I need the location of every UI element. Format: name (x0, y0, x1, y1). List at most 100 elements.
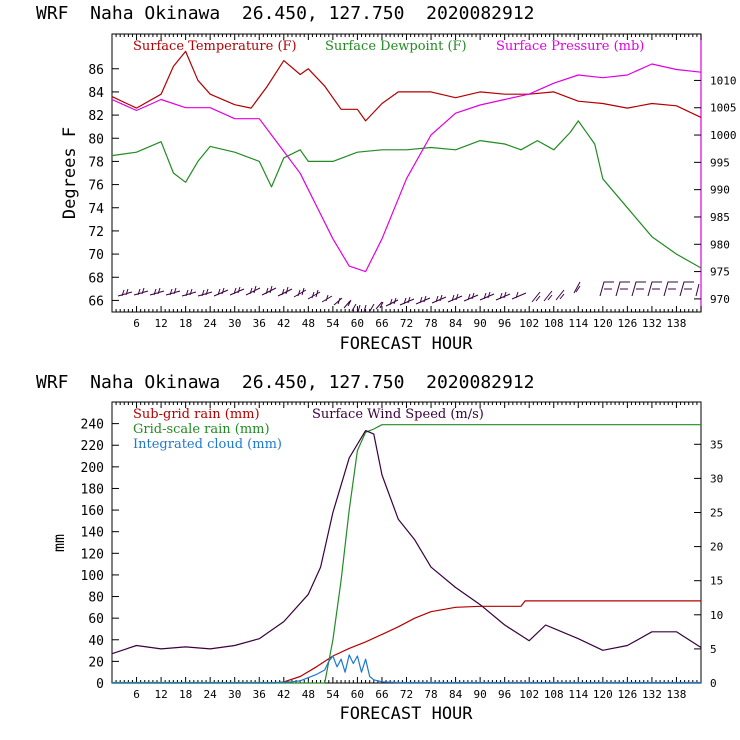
temperature-x-tick-label: 84 (449, 317, 463, 330)
precipitation-y-label: mm (50, 534, 68, 552)
surface-pressure-line (111, 63, 702, 273)
precipitation-x-tick-label: 114 (568, 688, 588, 701)
pressure-right-ticks: 970 975 980 985 990 995 1000 1005 1010 (694, 74, 737, 306)
temperature-x-tick-label: 24 (204, 317, 218, 330)
temperature-x-tick-label: 60 (351, 317, 364, 330)
temperature-y-tick-label: 86 (88, 63, 104, 78)
temperature-legend: Surface Temperature (F) Surface Dewpoint… (133, 39, 644, 54)
precipitation-x-tick-label: 96 (498, 688, 511, 701)
surface-wind-speed-line (111, 430, 702, 655)
precipitation-y-tick-label: 40 (88, 634, 104, 649)
precipitation-y-tick-label: 140 (81, 526, 104, 541)
temperature-x-tick-label: 42 (277, 317, 290, 330)
wind-speed-tick-label: 25 (710, 506, 723, 519)
precipitation-y-tick-label: 60 (88, 612, 104, 627)
precipitation-x-tick-label: 66 (375, 688, 388, 701)
temperature-x-tick-label: 126 (617, 317, 637, 330)
temperature-x-tick-label: 18 (179, 317, 192, 330)
temperature-panel: WRF Naha Okinawa 26.450, 127.750 2020082… (36, 3, 737, 354)
temperature-x-ticks: 6 12 18 24 30 36 42 48 54 60 66 72 78 84 90 96 102 108 114… (111, 34, 702, 330)
temperature-x-tick-label: 96 (498, 317, 511, 330)
wind-speed-tick-label: 5 (710, 643, 717, 656)
precipitation-x-tick-label: 72 (400, 688, 413, 701)
precipitation-x-label: FORECAST HOUR (339, 704, 473, 724)
temperature-x-tick-label: 48 (302, 317, 315, 330)
precipitation-panel: WRF Naha Okinawa 26.450, 127.750 2020082… (36, 372, 723, 724)
precipitation-x-tick-label: 120 (593, 688, 613, 701)
temperature-x-tick-label: 6 (133, 317, 140, 330)
temperature-y-tick-label: 78 (88, 155, 104, 170)
precipitation-x-tick-label: 30 (228, 688, 241, 701)
temperature-x-tick-label: 132 (642, 317, 662, 330)
temperature-y-tick-label: 68 (88, 271, 104, 286)
precipitation-x-tick-label: 126 (617, 688, 637, 701)
temperature-y-tick-label: 80 (88, 132, 104, 147)
legend-surface-temperature: Surface Temperature (F) (133, 39, 297, 54)
temperature-y-tick-label: 66 (88, 294, 104, 309)
precipitation-y-tick-label: 240 (81, 418, 104, 433)
precipitation-x-tick-label: 18 (179, 688, 192, 701)
precipitation-x-tick-label: 138 (667, 688, 687, 701)
wind-speed-tick-label: 35 (710, 438, 723, 451)
wind-speed-tick-label: 10 (710, 609, 723, 622)
temperature-x-tick-label: 66 (375, 317, 388, 330)
wind-speed-tick-label: 30 (710, 472, 723, 485)
precipitation-y-tick-label: 180 (81, 482, 104, 497)
pressure-tick-label: 1010 (710, 74, 737, 87)
pressure-tick-label: 1000 (710, 129, 737, 142)
precipitation-x-ticks: 6 12 18 24 30 36 42 48 54 60 66 72 78 84 90 96 102 108 114… (111, 402, 702, 701)
precipitation-legend: Sub-grid rain (mm) Grid-scale rain (mm) … (133, 407, 484, 452)
sub-grid-rain-line (112, 600, 701, 684)
wind-speed-tick-label: 20 (710, 541, 723, 554)
temperature-left-ticks: 66 68 70 72 74 76 78 80 82 84 86 (88, 63, 119, 309)
precipitation-x-tick-label: 60 (351, 688, 364, 701)
temperature-y-tick-label: 82 (88, 109, 104, 124)
precipitation-y-tick-label: 220 (81, 439, 104, 454)
pressure-tick-label: 970 (710, 293, 730, 306)
temperature-x-tick-label: 138 (667, 317, 687, 330)
precipitation-y-tick-label: 200 (81, 461, 104, 476)
precipitation-x-tick-label: 102 (519, 688, 539, 701)
temperature-y-tick-label: 76 (88, 179, 104, 194)
integrated-cloud-line (112, 654, 701, 684)
pressure-tick-label: 975 (710, 266, 730, 279)
legend-surface-dewpoint: Surface Dewpoint (F) (325, 39, 467, 54)
surface-dewpoint-line (111, 120, 702, 269)
temperature-x-tick-label: 120 (593, 317, 613, 330)
pressure-tick-label: 995 (710, 156, 730, 169)
temperature-y-tick-label: 74 (88, 202, 104, 217)
legend-integrated-cloud: Integrated cloud (mm) (133, 437, 282, 452)
precipitation-x-tick-label: 48 (302, 688, 315, 701)
wind-barbs (117, 281, 700, 313)
temperature-x-tick-label: 12 (154, 317, 167, 330)
legend-surface-wind-speed: Surface Wind Speed (m/s) (312, 407, 484, 422)
precipitation-x-tick-label: 24 (204, 688, 218, 701)
temperature-y-label: Degrees F (60, 127, 80, 219)
precipitation-y-tick-label: 20 (88, 655, 104, 670)
surface-temperature-line (111, 50, 702, 122)
precipitation-y-tick-label: 80 (88, 591, 104, 606)
temperature-plot-frame (111, 33, 702, 313)
temperature-y-tick-label: 72 (88, 225, 104, 240)
temperature-y-tick-label: 84 (88, 86, 104, 101)
precipitation-panel-header: WRF Naha Okinawa 26.450, 127.750 2020082… (36, 372, 535, 393)
temperature-x-label: FORECAST HOUR (339, 334, 473, 354)
pressure-tick-label: 985 (710, 211, 730, 224)
temperature-x-tick-label: 114 (568, 317, 588, 330)
precipitation-y-tick-label: 120 (81, 547, 104, 562)
temperature-x-tick-label: 102 (519, 317, 539, 330)
legend-surface-pressure: Surface Pressure (mb) (496, 39, 644, 54)
temperature-series-group (111, 50, 702, 273)
legend-subgrid-rain: Sub-grid rain (mm) (133, 407, 260, 422)
precipitation-x-tick-label: 36 (253, 688, 266, 701)
temperature-x-tick-label: 72 (400, 317, 413, 330)
temperature-x-tick-label: 30 (228, 317, 241, 330)
wind-speed-tick-label: 15 (710, 575, 723, 588)
temperature-panel-header: WRF Naha Okinawa 26.450, 127.750 2020082… (36, 3, 535, 24)
precipitation-x-tick-label: 54 (326, 688, 340, 701)
precipitation-series-group (111, 424, 702, 684)
precipitation-y-tick-label: 160 (81, 504, 104, 519)
temperature-x-tick-label: 54 (326, 317, 340, 330)
pressure-tick-label: 990 (710, 184, 730, 197)
